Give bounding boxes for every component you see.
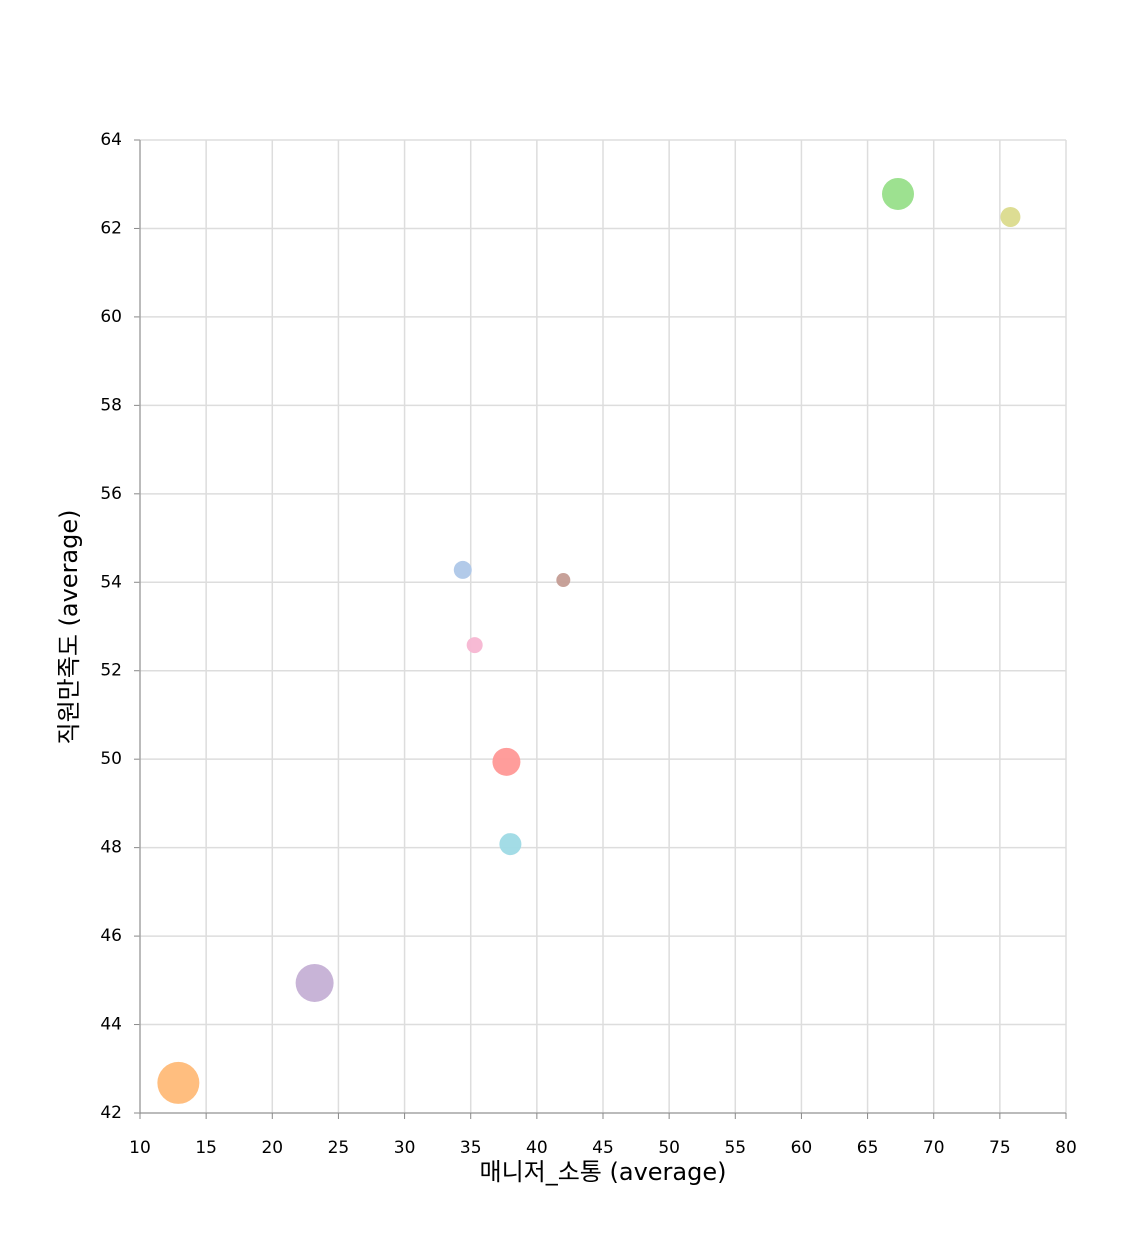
bubble	[157, 1061, 200, 1104]
y-tick-label: 58	[100, 395, 122, 415]
x-tick-label: 65	[857, 1138, 879, 1158]
y-tick-label: 62	[100, 218, 122, 238]
x-tick-label: 15	[195, 1138, 217, 1158]
y-tick-label: 54	[100, 572, 122, 592]
y-tick-label: 44	[100, 1015, 122, 1035]
x-tick-label: 80	[1055, 1138, 1077, 1158]
bubble	[881, 177, 914, 210]
x-tick-label: 45	[592, 1138, 614, 1158]
x-tick-label: 20	[261, 1138, 283, 1158]
bubble	[1000, 206, 1021, 227]
x-tick-label: 10	[129, 1138, 151, 1158]
x-tick-label: 70	[923, 1138, 945, 1158]
x-tick-label: 40	[526, 1138, 548, 1158]
x-tick-label: 30	[394, 1138, 416, 1158]
bubble	[492, 747, 521, 776]
y-tick-label: 52	[100, 661, 122, 681]
x-tick-label: 55	[724, 1138, 746, 1158]
y-tick-label: 64	[100, 130, 122, 150]
y-tick-label: 42	[100, 1103, 122, 1123]
y-tick-label: 56	[100, 484, 122, 504]
y-tick-label: 60	[100, 307, 122, 327]
x-tick-label: 25	[328, 1138, 350, 1158]
y-axis-title: 직원만족도 (average)	[55, 509, 83, 744]
x-tick-label: 50	[658, 1138, 680, 1158]
bubble	[499, 833, 522, 856]
y-tick-label: 46	[100, 926, 122, 946]
y-tick-label: 50	[100, 749, 122, 769]
bubble	[556, 573, 571, 588]
bubble	[453, 560, 472, 579]
y-tick-label: 48	[100, 838, 122, 858]
x-tick-label: 35	[460, 1138, 482, 1158]
x-tick-label: 75	[989, 1138, 1011, 1158]
bubble	[295, 963, 334, 1002]
bubble	[466, 637, 483, 654]
x-axis-title: 매니저_소통 (average)	[479, 1158, 726, 1186]
x-tick-label: 60	[791, 1138, 813, 1158]
